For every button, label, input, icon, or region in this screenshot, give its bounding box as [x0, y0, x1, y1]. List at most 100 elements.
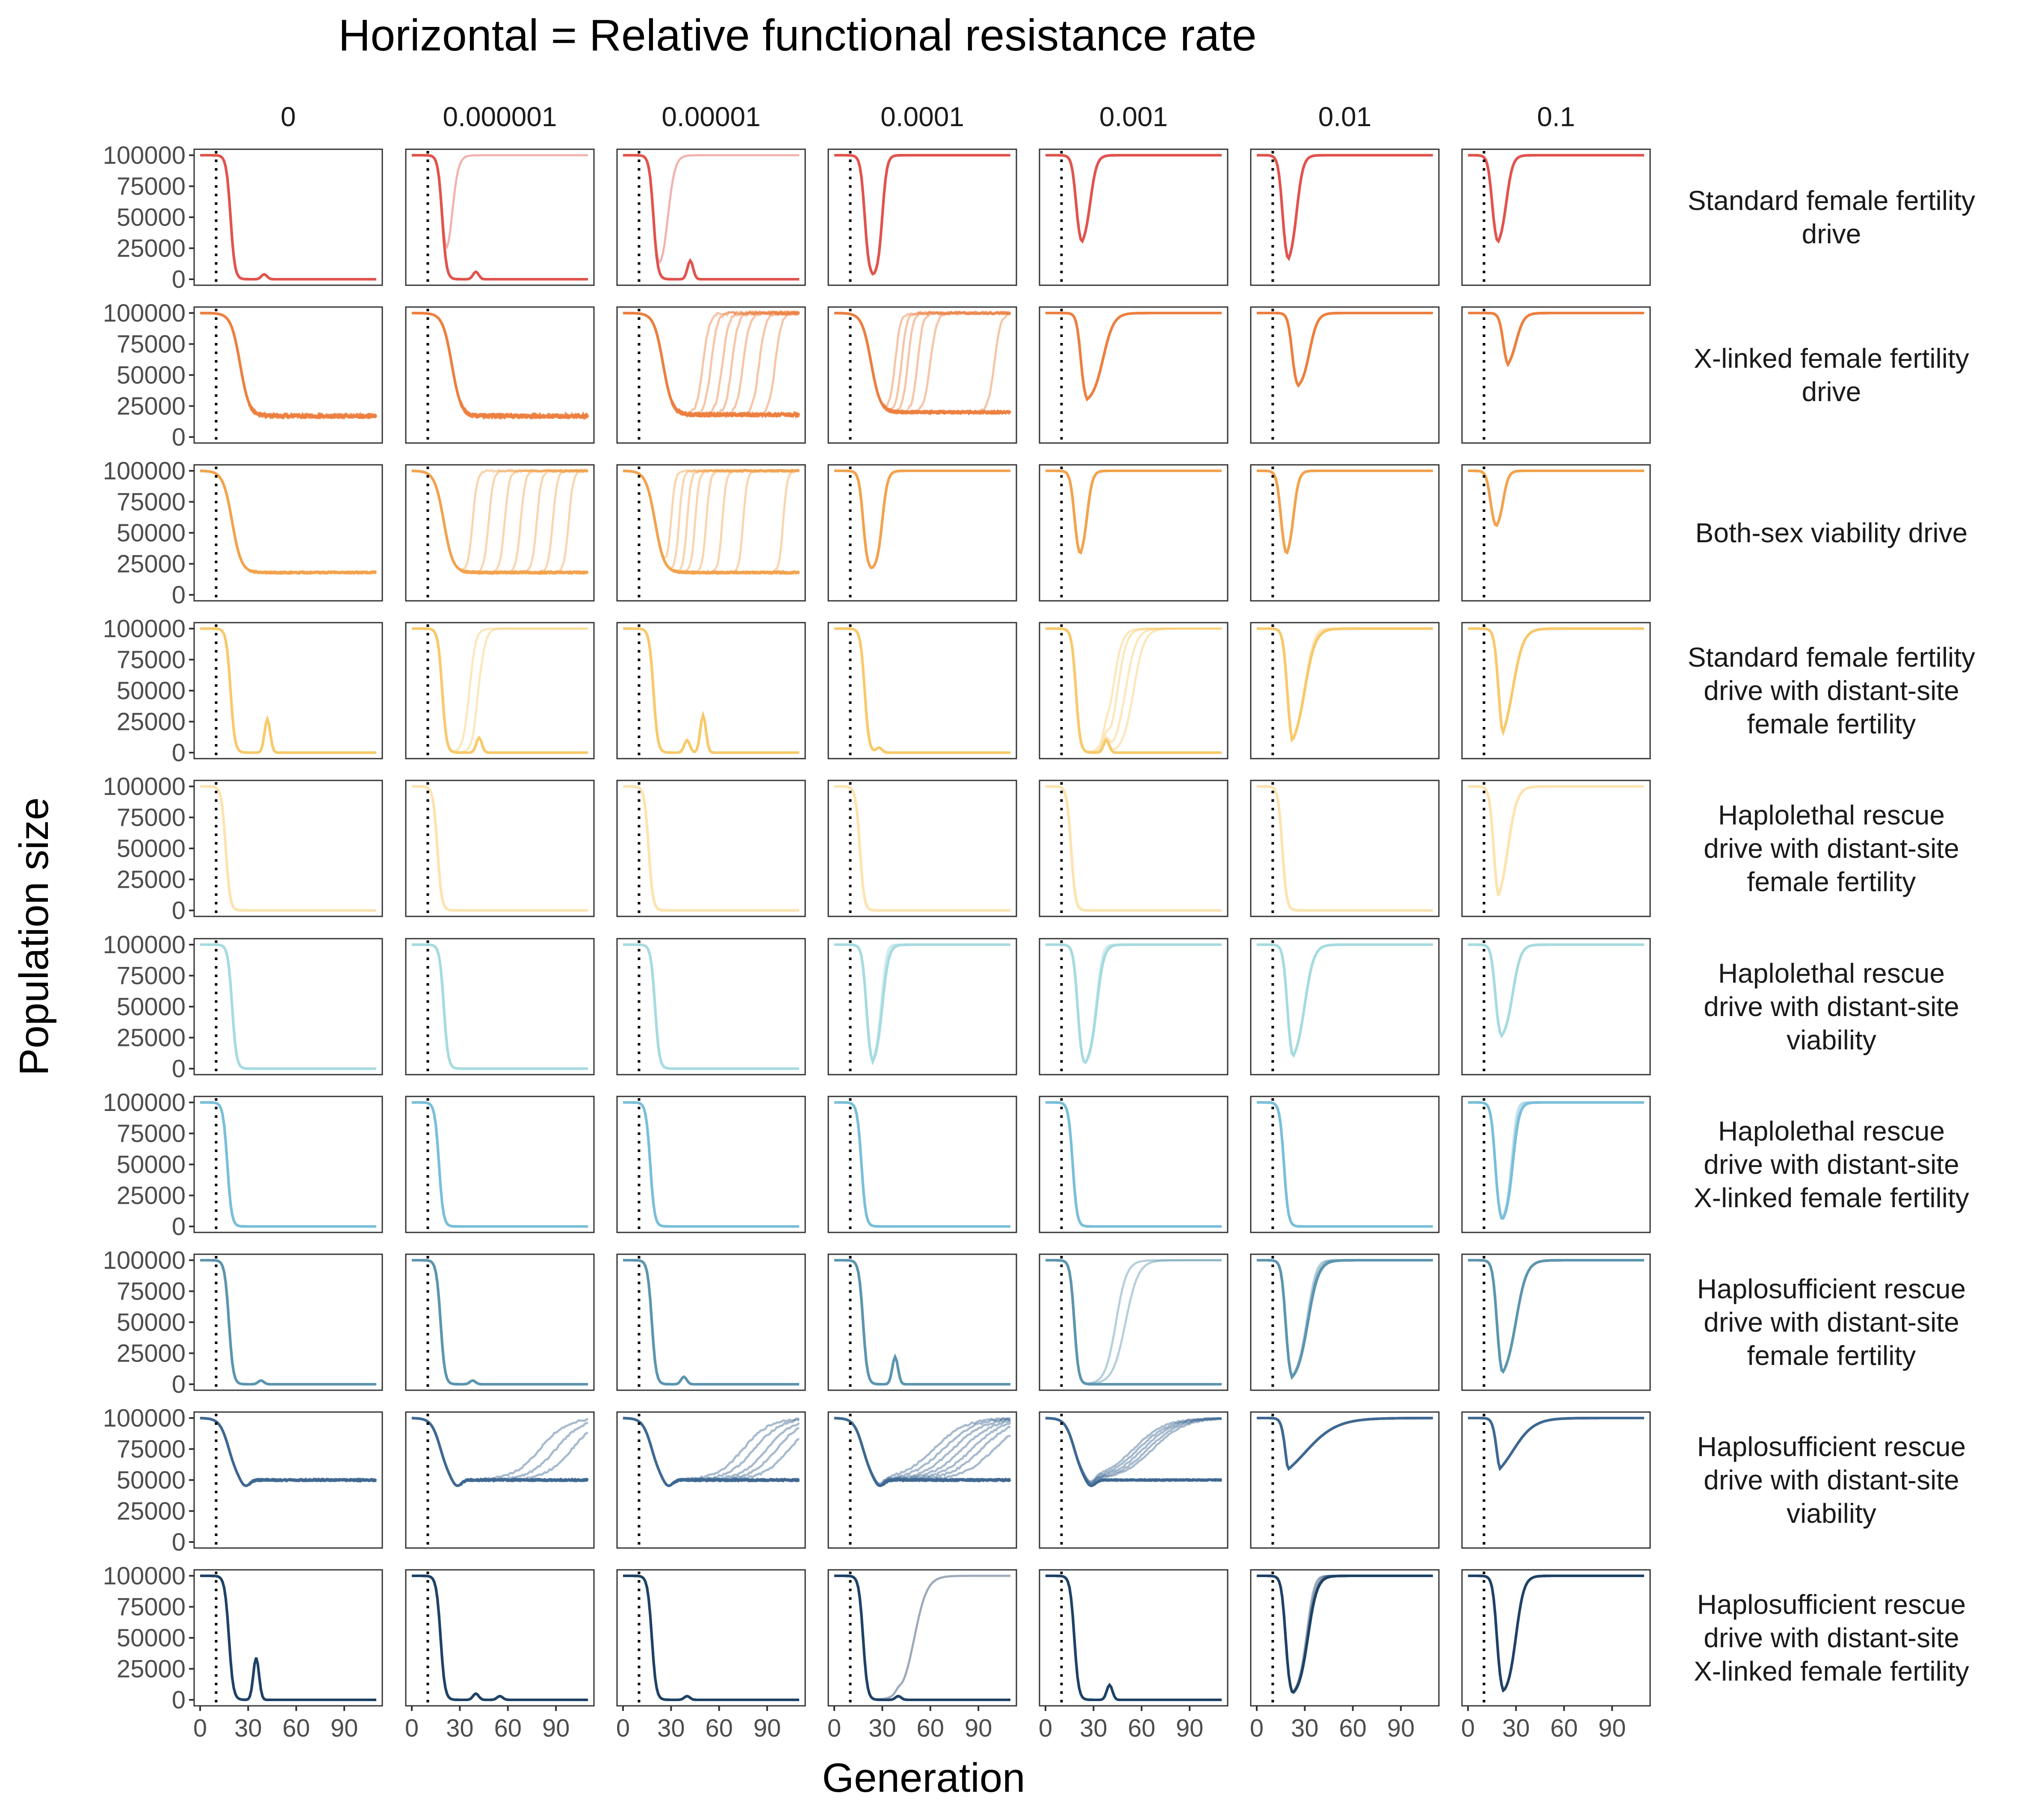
- y-tick-label: 25000: [117, 235, 186, 263]
- row-strip-label: X-linked female fertility: [1694, 1182, 1969, 1213]
- series-group: [1468, 785, 1644, 896]
- series-line: [200, 785, 376, 912]
- series-line: [1468, 943, 1644, 1039]
- series-line: [412, 154, 588, 281]
- series-line: [834, 785, 1010, 912]
- facet-panel: [405, 306, 595, 444]
- series-group: [623, 154, 799, 281]
- y-tick-label: 25000: [117, 1655, 186, 1683]
- y-tick-label: 75000: [117, 1436, 186, 1463]
- series-line: [834, 627, 1010, 754]
- series-line: [1257, 312, 1433, 388]
- series-line: [200, 1417, 377, 1487]
- series-line: [1257, 1101, 1433, 1228]
- series-group: [834, 470, 1010, 570]
- y-tick-label: 0: [172, 581, 186, 609]
- series-line: [834, 1101, 1010, 1228]
- series-group: [411, 468, 589, 576]
- series-line: [1045, 1417, 1222, 1487]
- facet-panel: [405, 1569, 595, 1707]
- facet-panel: [1461, 622, 1651, 759]
- y-tick-label: 0: [172, 423, 186, 451]
- facet-panel: [616, 622, 806, 759]
- row-strip-label: X-linked female fertility: [1694, 1656, 1969, 1687]
- y-axis-label: Population size: [11, 797, 57, 1075]
- series-line: [1045, 785, 1222, 912]
- facet-panel: [827, 938, 1017, 1075]
- facet-panel: [1039, 938, 1229, 1075]
- facet-panel: [827, 306, 1017, 444]
- facet-panel: [1039, 306, 1229, 444]
- series-line: [623, 785, 799, 912]
- y-tick-label: 25000: [117, 708, 186, 736]
- x-tick-label: 30: [1291, 1714, 1319, 1742]
- series-group: [200, 154, 376, 281]
- series-line: [412, 943, 588, 1070]
- x-tick-label: 30: [657, 1714, 685, 1742]
- series-group: [623, 1259, 799, 1386]
- series-group: [1045, 312, 1222, 402]
- facet-panel: [193, 1253, 383, 1391]
- y-tick-label: 50000: [117, 1466, 186, 1494]
- x-tick-label: 0: [405, 1714, 419, 1742]
- facet-panel: [405, 464, 595, 602]
- x-tick-label: 30: [1080, 1714, 1107, 1742]
- facet-panel: [405, 1096, 595, 1233]
- facet-panel: [1250, 622, 1440, 759]
- series-group: [1257, 627, 1433, 743]
- series-line: [200, 1259, 376, 1386]
- series-line: [1468, 1101, 1644, 1220]
- x-tick-label: 90: [1598, 1714, 1626, 1742]
- x-tick-label: 0: [193, 1714, 207, 1742]
- facet-panel: [616, 938, 806, 1075]
- series-group: [834, 310, 1012, 416]
- series-group: [1468, 312, 1644, 367]
- x-tick-label: 60: [1339, 1714, 1367, 1742]
- y-tick-label: 25000: [117, 1340, 186, 1368]
- facet-panel: [1250, 938, 1440, 1075]
- series-line: [623, 627, 799, 754]
- series-group: [1468, 943, 1644, 1039]
- column-strip-label: 0.01: [1318, 101, 1372, 132]
- row-strip-label: female fertility: [1747, 709, 1916, 739]
- series-line: [623, 470, 800, 576]
- y-tick-label: 0: [172, 1528, 186, 1556]
- series-line: [1045, 1101, 1222, 1228]
- series-group: [1045, 470, 1222, 555]
- series-group: [200, 470, 377, 575]
- x-tick-label: 90: [753, 1714, 781, 1742]
- y-tick-label: 50000: [117, 1151, 186, 1179]
- series-group: [1468, 470, 1644, 527]
- facet-panel: [1461, 148, 1651, 286]
- series-group: [623, 785, 799, 912]
- series-line: [834, 943, 1010, 1066]
- row-strip-label: Haplosufficient rescue: [1697, 1589, 1966, 1620]
- series-group: [1257, 1575, 1433, 1694]
- row-strip-label: drive with distant-site: [1704, 1149, 1959, 1180]
- x-tick-label: 90: [542, 1714, 570, 1742]
- facet-panel: [1250, 1569, 1440, 1707]
- row-strip-label: female fertility: [1747, 1340, 1916, 1371]
- series-group: [1257, 1417, 1433, 1471]
- facet-panel: [193, 1096, 383, 1233]
- row-strip-label: drive: [1802, 219, 1861, 249]
- panel-grid: 0 0.000001 0.00001 0.0001 0.001 0.01 0.1 Standa…: [103, 101, 1975, 1742]
- x-tick-label: 0: [616, 1714, 630, 1742]
- x-tick-label: 60: [1128, 1714, 1155, 1742]
- facet-panel: [827, 1569, 1017, 1707]
- x-tick-label: 60: [494, 1714, 522, 1742]
- series-group: [1468, 1417, 1644, 1471]
- chart-title: Horizontal = Relative functional resista…: [338, 11, 1257, 60]
- series-group: [834, 943, 1010, 1066]
- row-strip-label: Both-sex viability drive: [1695, 517, 1968, 548]
- series-line: [411, 470, 588, 575]
- facet-panel: [405, 148, 595, 286]
- series-line: [412, 785, 588, 912]
- facet-panel: [1461, 1569, 1651, 1707]
- y-tick-label: 100000: [103, 299, 186, 327]
- series-group: [834, 1101, 1010, 1228]
- facet-panel: [405, 622, 595, 759]
- y-tick-label: 25000: [117, 550, 186, 578]
